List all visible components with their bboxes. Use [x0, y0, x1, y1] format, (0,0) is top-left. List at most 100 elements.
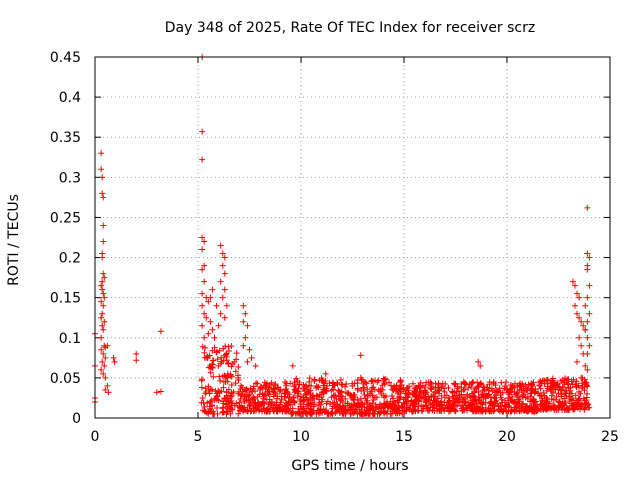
- data-point: [336, 409, 343, 416]
- data-point: [153, 389, 160, 396]
- data-point: [479, 401, 486, 408]
- data-point: [304, 389, 311, 396]
- data-point: [470, 408, 477, 415]
- data-point: [300, 398, 307, 405]
- data-point: [224, 370, 231, 377]
- data-point: [199, 322, 206, 329]
- data-point: [470, 392, 477, 399]
- data-point: [468, 399, 475, 406]
- data-point: [343, 381, 350, 388]
- data-point: [566, 398, 573, 405]
- data-point: [441, 394, 448, 401]
- data-point: [157, 388, 164, 395]
- data-point: [432, 389, 439, 396]
- data-point: [582, 381, 589, 388]
- data-point: [564, 406, 571, 413]
- data-point: [206, 352, 213, 359]
- data-point: [357, 352, 364, 359]
- data-point: [436, 390, 443, 397]
- data-point: [98, 150, 105, 157]
- data-point: [505, 395, 512, 402]
- data-point: [556, 383, 563, 390]
- data-point: [236, 407, 243, 414]
- data-point: [572, 392, 579, 399]
- data-point: [230, 388, 237, 395]
- data-point: [99, 322, 106, 329]
- data-point: [464, 391, 471, 398]
- data-point: [332, 392, 339, 399]
- data-point: [110, 354, 117, 361]
- data-point: [584, 390, 591, 397]
- data-point: [347, 410, 354, 417]
- data-point: [210, 357, 217, 364]
- data-point: [207, 294, 214, 301]
- data-point: [266, 399, 273, 406]
- data-point: [477, 380, 484, 387]
- data-point: [370, 378, 377, 385]
- data-point: [199, 376, 206, 383]
- data-point: [569, 278, 576, 285]
- data-point: [209, 361, 216, 368]
- data-point: [206, 390, 213, 397]
- data-point: [424, 407, 431, 414]
- data-point: [381, 376, 388, 383]
- data-point: [295, 409, 302, 416]
- plot-frame: [94, 56, 611, 419]
- data-point: [211, 334, 218, 341]
- data-point: [444, 399, 451, 406]
- data-point: [265, 390, 272, 397]
- data-point: [213, 302, 220, 309]
- data-point: [322, 408, 329, 415]
- data-point: [410, 407, 417, 414]
- data-point: [277, 386, 284, 393]
- data-point: [261, 392, 268, 399]
- data-point: [498, 379, 505, 386]
- data-point: [580, 322, 587, 329]
- data-point: [433, 401, 440, 408]
- data-point: [310, 407, 317, 414]
- data-point: [452, 380, 459, 387]
- data-point: [221, 270, 228, 277]
- data-point: [441, 385, 448, 392]
- data-point: [302, 382, 309, 389]
- data-point: [509, 398, 516, 405]
- data-point: [524, 408, 531, 415]
- data-point: [100, 222, 107, 229]
- data-point: [584, 266, 591, 273]
- data-point: [319, 396, 326, 403]
- data-point: [248, 354, 255, 361]
- data-point: [98, 314, 105, 321]
- data-point: [563, 393, 570, 400]
- y-tick-label: 0.05: [50, 371, 81, 387]
- data-point: [555, 386, 562, 393]
- data-point: [393, 405, 400, 412]
- data-point: [409, 408, 416, 415]
- data-point: [99, 310, 106, 317]
- data-point: [574, 290, 581, 297]
- data-point: [247, 385, 254, 392]
- x-tick-label: 15: [395, 429, 413, 445]
- data-point: [247, 408, 254, 415]
- data-point: [263, 380, 270, 387]
- data-point: [213, 390, 220, 397]
- data-point: [524, 402, 531, 409]
- data-point: [219, 250, 226, 257]
- data-point: [584, 318, 591, 325]
- data-point: [223, 388, 230, 395]
- data-point: [584, 366, 591, 373]
- data-point: [425, 379, 432, 386]
- data-point: [487, 399, 494, 406]
- data-point: [582, 362, 589, 369]
- data-point: [445, 384, 452, 391]
- data-point: [277, 401, 284, 408]
- data-point: [220, 357, 227, 364]
- data-point: [413, 401, 420, 408]
- data-point: [342, 383, 349, 390]
- data-point: [221, 395, 228, 402]
- data-point: [556, 398, 563, 405]
- grid-lines: [95, 57, 610, 418]
- data-point: [548, 395, 555, 402]
- data-point: [207, 318, 214, 325]
- data-point: [546, 402, 553, 409]
- data-point: [578, 342, 585, 349]
